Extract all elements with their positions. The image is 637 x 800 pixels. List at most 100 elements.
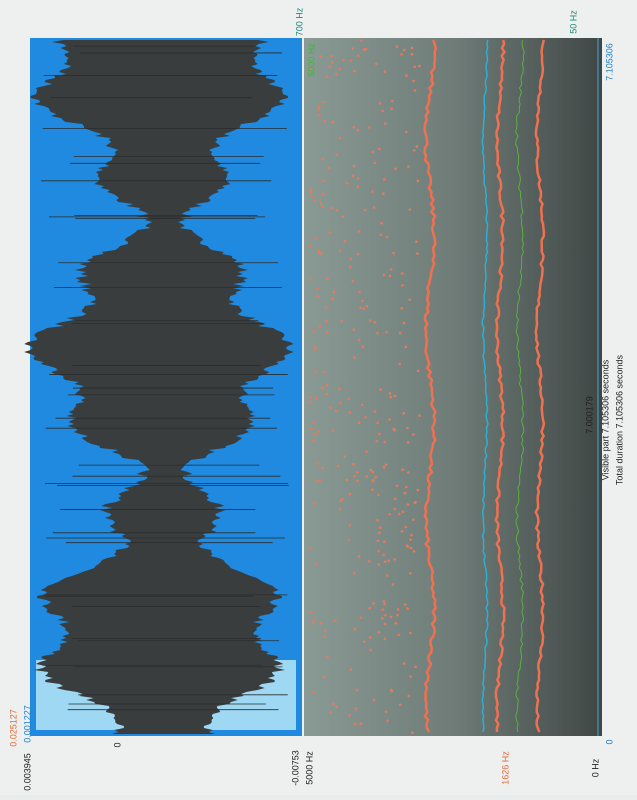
formant-dot bbox=[337, 464, 340, 467]
wave-min: -0.00753 bbox=[290, 750, 300, 786]
formant-dot bbox=[372, 471, 375, 474]
formant-dot bbox=[372, 479, 375, 482]
formant-dot bbox=[320, 622, 323, 625]
time-end: 7.105306 bbox=[604, 43, 614, 81]
formant-dot bbox=[332, 702, 335, 705]
formant-dot bbox=[316, 480, 319, 483]
formant-dot bbox=[408, 298, 411, 301]
formant-dot bbox=[404, 526, 407, 529]
formant-dot bbox=[309, 401, 312, 404]
formant-dot bbox=[379, 102, 382, 105]
formant-dot bbox=[353, 572, 356, 575]
formant-dot bbox=[379, 526, 382, 529]
formant-dot bbox=[395, 622, 398, 625]
formant-dot bbox=[364, 416, 367, 419]
formant-dot bbox=[399, 703, 402, 706]
formant-dot bbox=[377, 540, 380, 543]
formant-dot bbox=[410, 534, 413, 537]
formant-dot bbox=[356, 479, 359, 482]
formant-dot bbox=[321, 205, 324, 208]
formant-dot bbox=[405, 486, 408, 489]
formant-dot bbox=[320, 55, 323, 58]
formant-dot bbox=[339, 249, 342, 252]
formant-dot bbox=[404, 492, 407, 495]
formant-dot bbox=[374, 321, 377, 324]
formant-dot bbox=[378, 631, 381, 634]
formant-dot bbox=[321, 467, 324, 470]
freq-top: 5000 Hz bbox=[304, 751, 314, 785]
formant-dot bbox=[311, 195, 314, 198]
page: {"waveform": {"max_label": "0.025127", "… bbox=[0, 0, 637, 795]
formant-dot bbox=[313, 330, 316, 333]
formant-dot bbox=[357, 54, 360, 57]
formant-dot bbox=[348, 411, 351, 414]
formant-dot bbox=[329, 66, 332, 69]
formant-dot bbox=[384, 122, 387, 125]
formant-dot bbox=[336, 209, 339, 212]
formant-dot bbox=[413, 550, 416, 553]
formant-dot bbox=[335, 410, 338, 413]
formant-dot bbox=[352, 328, 355, 331]
formant-dot bbox=[371, 488, 374, 491]
formant-dot bbox=[405, 74, 408, 77]
formant-dot bbox=[403, 662, 406, 665]
formant-dot bbox=[341, 215, 344, 218]
formant-dot bbox=[394, 498, 397, 501]
formant-dot bbox=[349, 266, 352, 269]
formant-dot bbox=[312, 421, 315, 424]
formant-dot bbox=[411, 47, 414, 50]
praat-window: 0.025127 0.003945 0.001227 0 -0.00753 50… bbox=[0, 0, 637, 795]
formant-dot bbox=[416, 252, 419, 255]
formant-dot bbox=[326, 384, 329, 387]
formant-dot bbox=[341, 498, 344, 501]
formant-dot bbox=[383, 540, 386, 543]
formant-dot bbox=[372, 602, 375, 605]
formant-dot bbox=[390, 396, 393, 399]
formant-dot bbox=[390, 616, 393, 619]
formant-dot bbox=[417, 370, 420, 373]
formant-dot bbox=[313, 502, 316, 505]
formant-dot bbox=[326, 393, 329, 396]
formant-dot bbox=[412, 518, 415, 521]
formant-dot bbox=[365, 475, 368, 478]
formant-dot bbox=[339, 508, 342, 511]
formant-dot bbox=[396, 485, 399, 488]
formant-dot bbox=[312, 439, 315, 442]
formant-dot bbox=[378, 433, 381, 436]
formant-dot bbox=[358, 339, 361, 342]
formant-dot bbox=[352, 463, 355, 466]
formant-dot bbox=[398, 634, 401, 637]
formant-dot bbox=[318, 106, 321, 109]
formant-dot bbox=[370, 469, 373, 472]
formant-dot bbox=[382, 554, 385, 557]
formant-dot bbox=[409, 538, 412, 541]
formant-dot bbox=[390, 689, 393, 692]
formant-dot bbox=[320, 202, 323, 205]
formant-dot bbox=[318, 325, 321, 328]
formant-dot bbox=[369, 319, 372, 322]
formant-dot bbox=[336, 154, 339, 157]
formant-dot bbox=[383, 274, 386, 277]
formant-dot bbox=[414, 666, 417, 669]
formant-dot bbox=[374, 410, 377, 413]
formant-dot bbox=[379, 388, 382, 391]
formant-dot bbox=[417, 489, 420, 492]
formant-dot bbox=[406, 427, 409, 430]
total-duration: Total duration 7.105306 seconds bbox=[614, 354, 624, 485]
formant-dot bbox=[326, 76, 329, 79]
formant-dot bbox=[386, 236, 389, 239]
formant-dot bbox=[366, 305, 369, 308]
formant-dot bbox=[314, 433, 317, 436]
formant-dot bbox=[313, 348, 316, 351]
formant-dot bbox=[409, 632, 412, 635]
formant-dot bbox=[384, 614, 387, 617]
formant-dot bbox=[309, 396, 312, 399]
formant-dot bbox=[393, 508, 396, 511]
formant-dot bbox=[368, 126, 371, 129]
wave-zero: 0 bbox=[112, 742, 122, 747]
formant-dot bbox=[353, 70, 356, 73]
formant-dot bbox=[333, 290, 336, 293]
formant-dot bbox=[335, 73, 338, 76]
formant-dot bbox=[407, 165, 410, 168]
formant-dot bbox=[359, 307, 362, 310]
